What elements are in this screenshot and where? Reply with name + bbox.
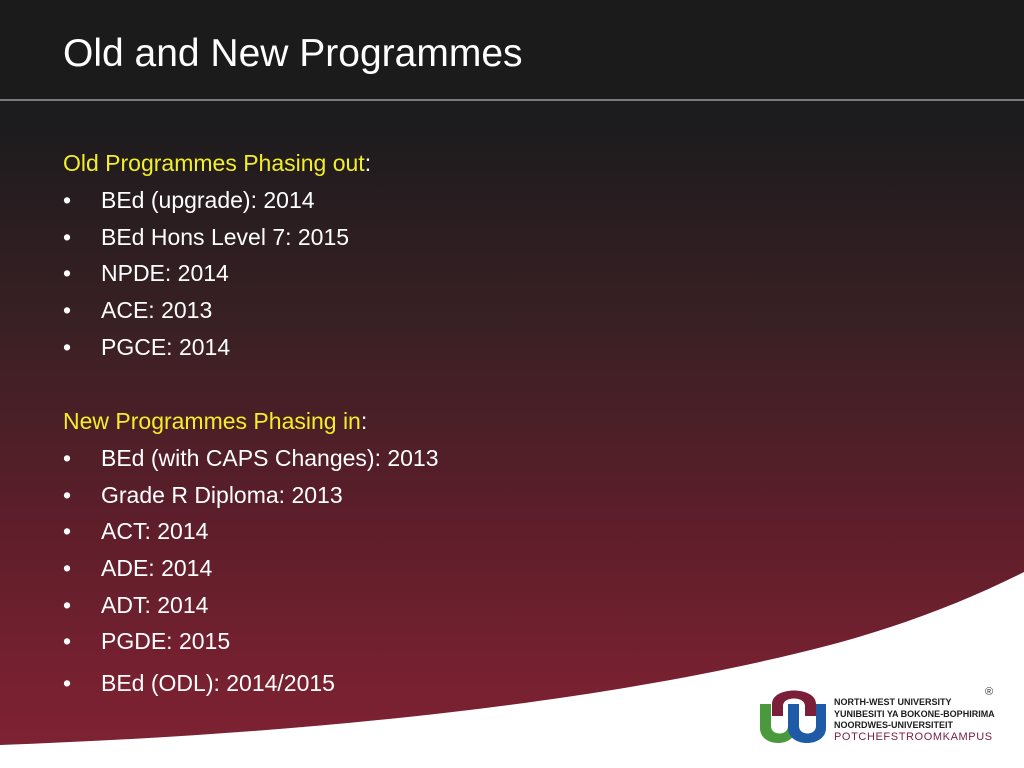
list-item-text: ADT: 2014 (101, 592, 209, 618)
title-bar (0, 0, 1024, 99)
university-name-block: NORTH-WEST UNIVERSITY YUNIBESITI YA BOKO… (834, 697, 995, 743)
bullet-icon: • (63, 518, 72, 544)
list-item-text: ACT: 2014 (101, 518, 209, 544)
title-divider (0, 99, 1024, 101)
list-item-text: BEd (with CAPS Changes): 2013 (101, 445, 439, 471)
old-programmes-heading: Old Programmes Phasing out: (63, 149, 371, 177)
old-programmes-heading-text: Old Programmes Phasing out (63, 150, 365, 176)
bullet-icon: • (63, 224, 72, 250)
bullet-icon: • (63, 592, 72, 618)
list-item-text: BEd (upgrade): 2014 (101, 187, 315, 213)
university-logo: NORTH-WEST UNIVERSITY YUNIBESITI YA BOKO… (758, 676, 1008, 748)
list-item-text: ADE: 2014 (101, 555, 213, 581)
bullet-icon: • (63, 297, 72, 323)
bullet-icon: • (63, 260, 72, 286)
nwu-emblem-icon (760, 690, 826, 743)
bullet-icon: • (63, 555, 72, 581)
list-item-text: BEd (ODL): 2014/2015 (101, 670, 335, 696)
bullet-icon: • (63, 187, 72, 213)
logo-line: NORTH-WEST UNIVERSITY (834, 697, 952, 707)
list-item-text: PGCE: 2014 (101, 334, 231, 360)
bullet-icon: • (63, 445, 72, 471)
slide-title: Old and New Programmes (63, 32, 523, 75)
list-item-text: NPDE: 2014 (101, 260, 229, 286)
bullet-icon: • (63, 334, 72, 360)
logo-campus-line: POTCHEFSTROOMKAMPUS (834, 730, 993, 743)
list-item-text: ACE: 2013 (101, 297, 213, 323)
bullet-icon: • (63, 482, 72, 508)
registered-mark: ® (985, 686, 994, 698)
list-item-text: PGDE: 2015 (101, 628, 231, 654)
list-item-text: BEd Hons Level 7: 2015 (101, 224, 350, 250)
bullet-icon: • (63, 628, 72, 654)
new-programmes-heading: New Programmes Phasing in: (63, 407, 367, 435)
bullet-icon: • (63, 670, 72, 696)
old-programmes-heading-colon: : (364, 150, 372, 176)
logo-line: NOORDWES-UNIVERSITEIT (834, 720, 954, 730)
new-programmes-heading-colon: : (360, 408, 368, 434)
logo-line: YUNIBESITI YA BOKONE-BOPHIRIMA (834, 708, 995, 719)
list-item-text: Grade R Diploma: 2013 (101, 482, 343, 508)
new-programmes-heading-text: New Programmes Phasing in (63, 408, 361, 434)
